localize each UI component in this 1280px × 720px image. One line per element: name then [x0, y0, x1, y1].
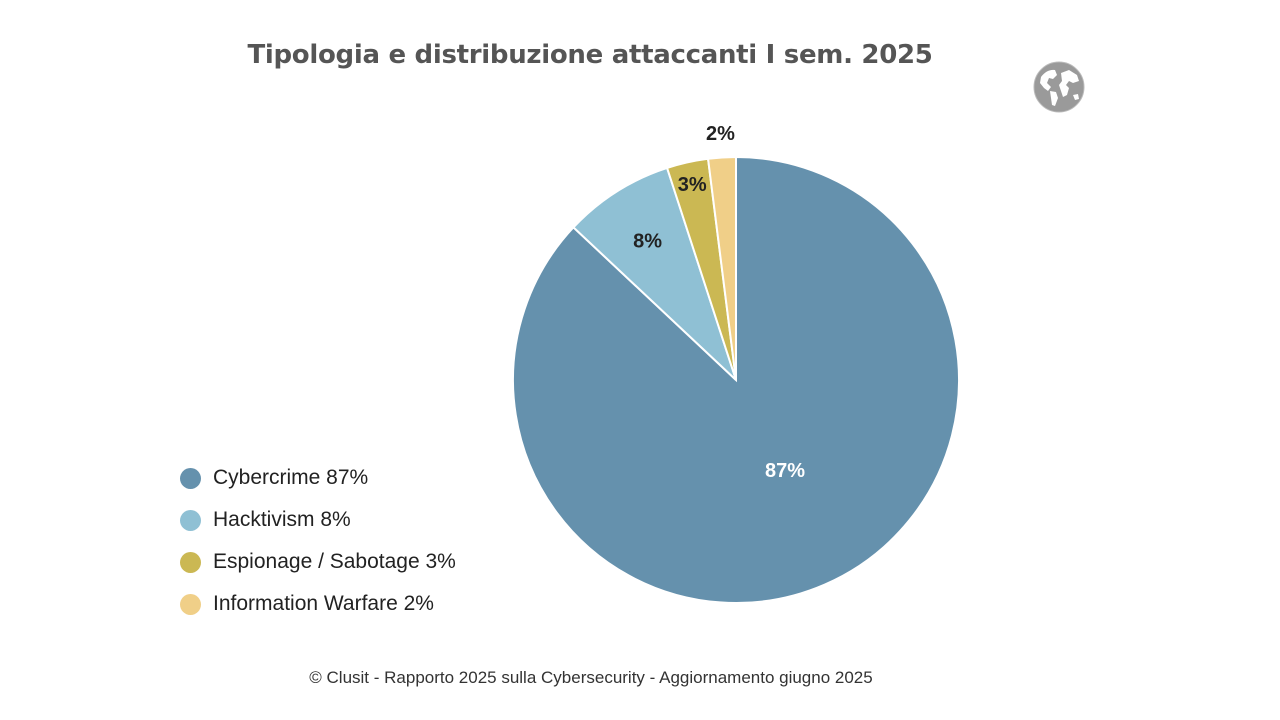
legend-item-cybercrime: Cybercrime 87%	[180, 457, 456, 499]
data-label-information-warfare: 2%	[706, 123, 735, 145]
legend-label: Cybercrime 87%	[213, 466, 369, 489]
data-label-hacktivism: 8%	[633, 231, 662, 253]
legend-label: Espionage / Sabotage 3%	[213, 550, 456, 573]
globe-icon	[1033, 61, 1085, 113]
legend-item-hacktivism: Hacktivism 8%	[180, 499, 456, 541]
pie-slice-hacktivism	[572, 166, 737, 381]
chart-title: Tipologia e distribuzione attaccanti I s…	[247, 40, 933, 70]
legend: Cybercrime 87% Hacktivism 8% Espionage /…	[180, 457, 456, 625]
legend-item-espionage: Espionage / Sabotage 3%	[180, 541, 456, 583]
pie-slice-information-warfare	[706, 155, 737, 381]
legend-swatch	[180, 551, 201, 573]
legend-label: Information Warfare 2%	[213, 592, 434, 615]
data-label-cybercrime: 87%	[765, 460, 805, 482]
legend-swatch	[180, 467, 201, 489]
footer-credit: © Clusit - Rapporto 2025 sulla Cybersecu…	[309, 668, 873, 687]
legend-label: Hacktivism 8%	[213, 508, 351, 531]
data-label-espionage: 3%	[678, 174, 707, 196]
legend-swatch	[180, 509, 201, 531]
legend-item-information-warfare: Information Warfare 2%	[180, 583, 456, 625]
legend-swatch	[180, 593, 201, 615]
